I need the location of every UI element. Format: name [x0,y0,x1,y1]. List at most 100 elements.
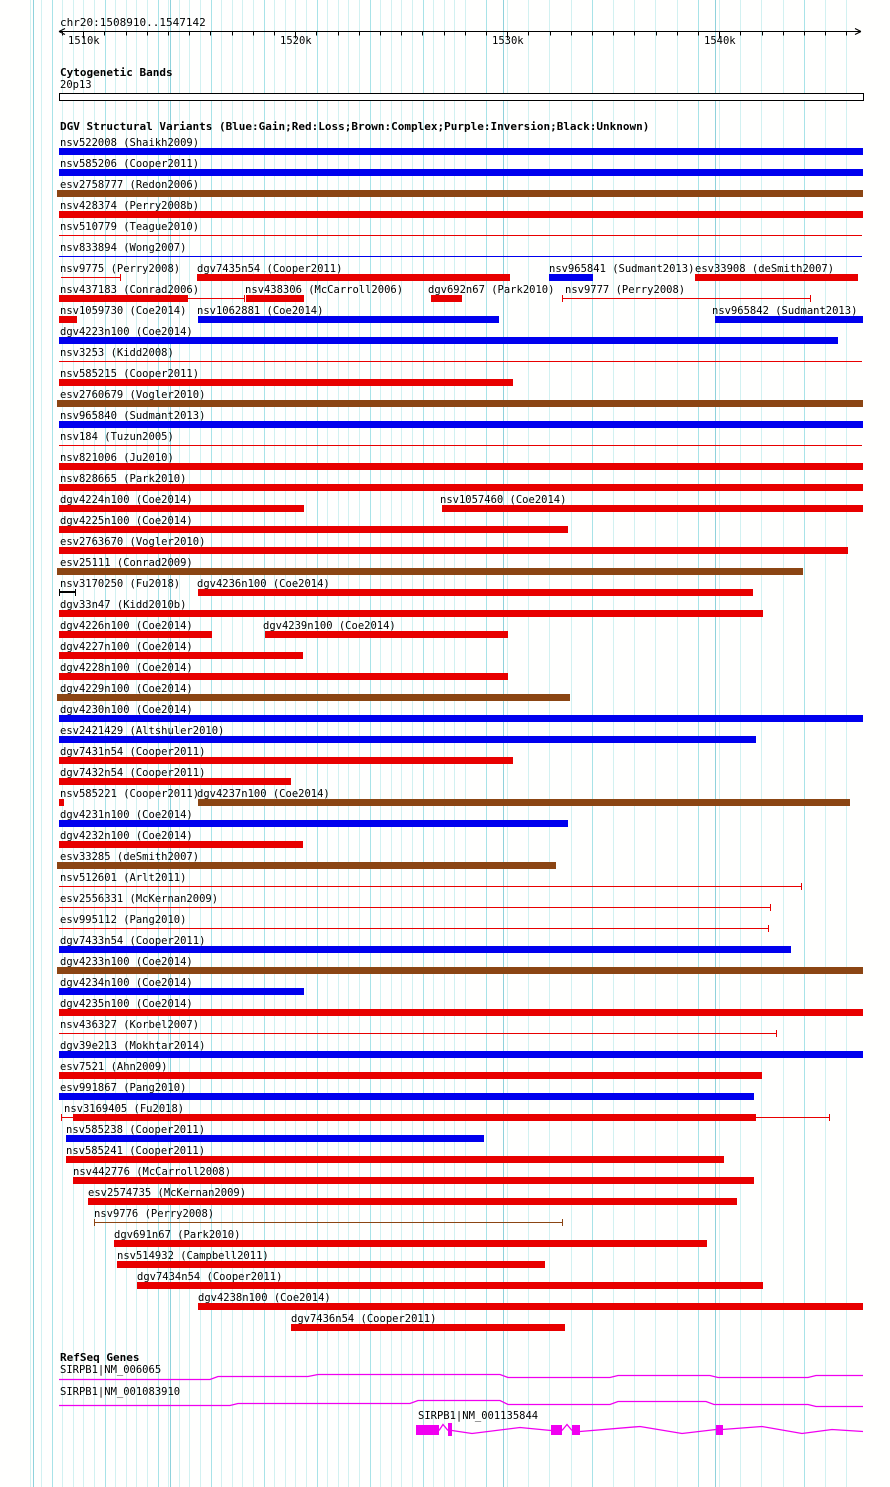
variant-bar[interactable] [59,361,862,362]
exon-box[interactable] [716,1425,723,1435]
variant-bar[interactable] [198,316,499,323]
variant-label[interactable]: dgv7433n54 (Cooper2011) [60,935,206,947]
variant-bar[interactable] [188,298,244,299]
transcript-line[interactable] [721,1425,864,1435]
variant-label[interactable]: nsv821006 (Ju2010) [60,452,174,464]
variant-label[interactable]: nsv585206 (Cooper2011) [60,158,200,170]
variant-bar[interactable] [137,1282,763,1289]
variant-bar[interactable] [59,379,513,386]
variant-label[interactable]: dgv7432n54 (Cooper2011) [60,767,206,779]
variant-bar[interactable] [59,799,64,806]
variant-bar[interactable] [59,610,763,617]
variant-bar[interactable] [246,295,304,302]
variant-bar[interactable] [198,799,850,806]
variant-bar[interactable] [59,820,568,827]
variant-label[interactable]: dgv4232n100 (Coe2014) [60,830,193,842]
variant-bar[interactable] [549,274,593,281]
variant-bar[interactable] [59,337,838,344]
variant-label[interactable]: esv2760679 (Vogler2010) [60,389,206,401]
variant-bar[interactable] [66,1135,484,1142]
variant-bar[interactable] [59,505,304,512]
variant-label[interactable]: nsv965842 (Sudmant2013) [712,305,858,317]
variant-label[interactable]: nsv3170250 (Fu2018) [60,578,181,590]
variant-label[interactable]: dgv7431n54 (Cooper2011) [60,746,206,758]
variant-label[interactable]: nsv9777 (Perry2008) [565,284,686,296]
variant-bar[interactable] [291,1324,565,1331]
variant-bar[interactable] [756,1117,829,1118]
variant-label[interactable]: dgv4228n100 (Coe2014) [60,662,193,674]
variant-bar[interactable] [73,1177,754,1184]
variant-bar[interactable] [117,1261,545,1268]
variant-label[interactable]: dgv4235n100 (Coe2014) [60,998,193,1010]
variant-bar[interactable] [59,421,863,428]
transcript-line[interactable] [451,1426,552,1435]
variant-label[interactable]: nsv514932 (Campbell2011) [117,1250,269,1262]
variant-bar[interactable] [59,211,863,218]
variant-bar[interactable] [59,907,770,908]
variant-bar[interactable] [57,862,556,869]
variant-bar[interactable] [57,190,863,197]
variant-bar[interactable] [59,484,863,491]
variant-bar[interactable] [59,169,863,176]
variant-bar[interactable] [198,589,753,596]
variant-label[interactable]: esv2763670 (Vogler2010) [60,536,206,548]
variant-bar[interactable] [88,1198,737,1205]
variant-bar[interactable] [59,316,77,323]
variant-bar[interactable] [61,1117,73,1118]
variant-bar[interactable] [198,1303,863,1310]
variant-bar[interactable] [442,505,863,512]
variant-label[interactable]: dgv4224n100 (Coe2014) [60,494,193,506]
variant-bar[interactable] [59,547,848,554]
variant-label[interactable]: dgv39e213 (Mokhtar2014) [60,1040,206,1052]
variant-label[interactable]: nsv833894 (Wong2007) [60,242,187,254]
transcript-line[interactable] [59,1399,863,1408]
variant-label[interactable]: nsv585241 (Cooper2011) [66,1145,206,1157]
transcript-line[interactable] [561,1423,573,1431]
variant-bar[interactable] [59,295,188,302]
variant-label[interactable]: dgv4226n100 (Coe2014) [60,620,193,632]
variant-label[interactable]: nsv522008 (Shaikh2009) [60,137,200,149]
variant-bar[interactable] [59,841,303,848]
variant-bar[interactable] [59,256,862,257]
variant-label[interactable]: nsv1062881 (Coe2014) [197,305,324,317]
variant-label[interactable]: nsv1057460 (Coe2014) [440,494,567,506]
variant-label[interactable]: nsv965840 (Sudmant2013) [60,410,206,422]
variant-label[interactable]: nsv438306 (McCarroll2006) [245,284,404,296]
variant-label[interactable]: dgv4234n100 (Coe2014) [60,977,193,989]
variant-label[interactable]: nsv3169405 (Fu2018) [64,1103,185,1115]
transcript-line[interactable] [59,1373,863,1381]
variant-label[interactable]: dgv7435n54 (Cooper2011) [197,263,343,275]
variant-bar[interactable] [59,445,862,446]
variant-bar[interactable] [59,463,863,470]
variant-bar[interactable] [431,295,462,302]
variant-bar[interactable] [59,1093,754,1100]
variant-bar[interactable] [59,1033,776,1034]
cytoband-name[interactable]: 20p13 [60,79,92,91]
variant-bar[interactable] [59,631,212,638]
variant-bar[interactable] [59,736,756,743]
exon-box[interactable] [416,1425,439,1435]
cytoband-box[interactable] [59,93,864,101]
variant-bar[interactable] [114,1240,707,1247]
variant-bar[interactable] [57,694,570,701]
variant-label[interactable]: nsv184 (Tuzun2005) [60,431,174,443]
variant-label[interactable]: esv2421429 (Altshuler2010) [60,725,225,737]
variant-label[interactable]: nsv585215 (Cooper2011) [60,368,200,380]
variant-label[interactable]: nsv442776 (McCarroll2008) [73,1166,232,1178]
variant-label[interactable]: dgv4236n100 (Coe2014) [197,578,330,590]
variant-label[interactable]: nsv3253 (Kidd2008) [60,347,174,359]
variant-label[interactable]: dgv4239n100 (Coe2014) [263,620,396,632]
transcript-label[interactable]: SIRPB1|NM_001083910 [60,1386,181,1398]
variant-label[interactable]: esv25111 (Conrad2009) [60,557,193,569]
variant-bar[interactable] [61,277,120,278]
transcript-line[interactable] [579,1425,717,1435]
variant-bar[interactable] [59,757,513,764]
variant-bar[interactable] [59,526,568,533]
variant-bar[interactable] [57,967,863,974]
transcript-label[interactable]: SIRPB1|NM_006065 [60,1364,162,1376]
variant-bar[interactable] [695,274,858,281]
variant-label[interactable]: nsv965841 (Sudmant2013) [549,263,695,275]
variant-label[interactable]: dgv692n67 (Park2010) [428,284,555,296]
variant-bar[interactable] [59,946,791,953]
variant-label[interactable]: dgv4233n100 (Coe2014) [60,956,193,968]
